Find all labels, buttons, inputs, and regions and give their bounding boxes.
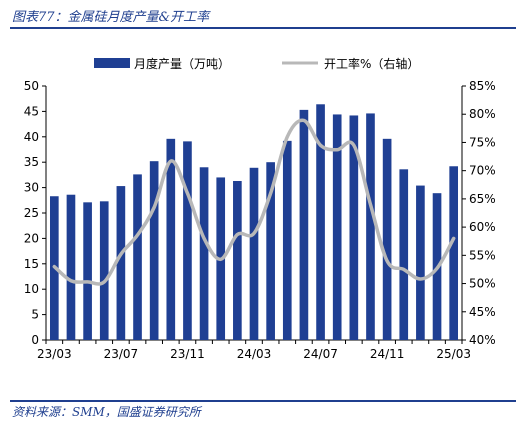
bar xyxy=(183,141,192,340)
bar xyxy=(349,115,359,341)
right-tick-label: 50% xyxy=(469,277,496,291)
bar xyxy=(399,169,409,340)
x-tick-label: 23/11 xyxy=(170,347,205,361)
bar xyxy=(366,113,375,340)
right-tick-label: 85% xyxy=(469,79,496,93)
bar xyxy=(116,186,126,340)
legend-bar-swatch xyxy=(94,58,130,68)
tick-labels: 0 5 10 15 20 25 30 35 40 45 50 40% 45% 50% 55% 60% 65% 70… xyxy=(24,79,496,361)
chart-svg: 0 5 10 15 20 25 30 35 40 45 50 40% 45% 50% 55% 60% 65% 70… xyxy=(24,56,496,361)
bar xyxy=(266,162,275,340)
right-tick-label: 80% xyxy=(469,107,496,121)
right-tick-label: 40% xyxy=(469,333,496,347)
legend-bar-label: 月度产量（万吨） xyxy=(134,56,230,71)
left-tick-label: 40 xyxy=(24,130,39,144)
bar xyxy=(66,194,76,340)
legend-line-label: 开工率%（右轴） xyxy=(324,56,419,71)
bar xyxy=(449,166,459,340)
x-tick-label: 24/03 xyxy=(237,347,272,361)
chart-title: 图表77：金属硅月度产量&开工率 xyxy=(12,10,210,25)
right-tick-label: 65% xyxy=(469,192,496,206)
x-tick-label: 24/07 xyxy=(303,347,338,361)
bar xyxy=(83,202,92,340)
left-tick-label: 35 xyxy=(24,155,39,169)
bar xyxy=(199,167,209,340)
bar xyxy=(99,201,109,340)
bar xyxy=(166,138,176,340)
bar xyxy=(233,180,242,340)
bar xyxy=(133,174,142,340)
bar xyxy=(382,138,392,340)
title-divider xyxy=(10,27,516,29)
left-tick-label: 0 xyxy=(31,333,39,347)
bar xyxy=(332,114,342,340)
left-tick-label: 25 xyxy=(24,206,39,220)
bar-series xyxy=(49,104,459,341)
bar xyxy=(299,109,309,340)
bar xyxy=(316,104,325,341)
source-divider xyxy=(10,400,516,402)
x-tick-label: 23/03 xyxy=(37,347,72,361)
right-tick-label: 55% xyxy=(469,248,496,262)
right-tick-label: 60% xyxy=(469,220,496,234)
legend: 月度产量（万吨） 开工率%（右轴） xyxy=(94,56,419,71)
bar xyxy=(282,140,292,340)
x-tick-label: 25/03 xyxy=(436,347,471,361)
bar xyxy=(149,161,159,340)
left-tick-label: 45 xyxy=(24,104,39,118)
bar xyxy=(416,185,425,340)
x-tick-label: 23/07 xyxy=(104,347,139,361)
left-tick-label: 10 xyxy=(24,282,39,296)
right-tick-label: 75% xyxy=(469,135,496,149)
right-tick-label: 70% xyxy=(469,164,496,178)
right-tick-label: 45% xyxy=(469,305,496,319)
left-tick-label: 5 xyxy=(31,308,39,322)
line-series xyxy=(52,118,456,286)
x-tick-label: 24/11 xyxy=(370,347,405,361)
left-tick-label: 15 xyxy=(24,257,39,271)
bar xyxy=(249,167,259,340)
left-tick-label: 50 xyxy=(24,79,39,93)
left-tick-label: 30 xyxy=(24,181,39,195)
source-note: 资料来源：SMM，国盛证券研究所 xyxy=(12,405,201,419)
left-tick-label: 20 xyxy=(24,231,39,245)
